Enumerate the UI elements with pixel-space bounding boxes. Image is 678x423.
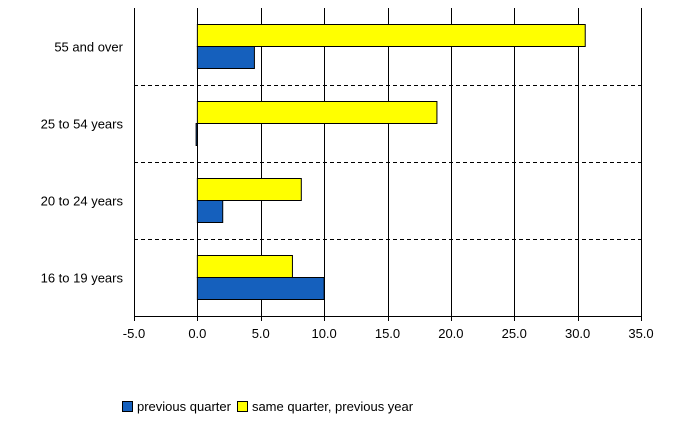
bar-previous-quarter-0 bbox=[196, 46, 255, 69]
x-tick-label-0: -5.0 bbox=[123, 326, 145, 341]
legend-label-same-quarter-previous-year: same quarter, previous year bbox=[251, 398, 414, 414]
bar-chart-svg: -5.0 0.0 5.0 10.0 15.0 20.0 25.0 30.0 35.0 55 and… bbox=[41, 8, 654, 341]
bar-same-quarter-previous-year-1 bbox=[196, 101, 438, 124]
bar-previous-quarter-1 bbox=[195, 123, 198, 146]
category-label-3: 16 to 19 years bbox=[41, 271, 124, 286]
legend: previous quarter same quarter, previous … bbox=[122, 397, 419, 415]
legend-label-previous-quarter: previous quarter bbox=[137, 398, 231, 414]
category-label-0: 55 and over bbox=[54, 40, 123, 55]
bar-same-quarter-previous-year-3 bbox=[196, 255, 293, 278]
x-tick-label-1: 0.0 bbox=[188, 326, 206, 341]
x-tick-label-4: 15.0 bbox=[375, 326, 400, 341]
x-tick-label-6: 25.0 bbox=[502, 326, 527, 341]
x-tick-label-2: 5.0 bbox=[252, 326, 270, 341]
category-label-2: 20 to 24 years bbox=[41, 194, 124, 209]
x-tick-label-3: 10.0 bbox=[311, 326, 336, 341]
bar-previous-quarter-3 bbox=[196, 277, 325, 300]
category-label-1: 25 to 54 years bbox=[41, 117, 124, 132]
x-tick-label-5: 20.0 bbox=[438, 326, 463, 341]
legend-swatch-same-quarter-previous-year bbox=[236, 400, 248, 412]
x-tick-label-7: 30.0 bbox=[565, 326, 590, 341]
legend-item-same-quarter-previous-year: same quarter, previous year bbox=[236, 398, 414, 414]
legend-item-previous-quarter: previous quarter bbox=[122, 399, 231, 414]
x-tick-label-8: 35.0 bbox=[628, 326, 653, 341]
bar-same-quarter-previous-year-0 bbox=[196, 24, 586, 47]
legend-swatch-previous-quarter bbox=[122, 400, 133, 412]
bar-previous-quarter-2 bbox=[196, 200, 224, 223]
bar-same-quarter-previous-year-2 bbox=[196, 178, 302, 201]
